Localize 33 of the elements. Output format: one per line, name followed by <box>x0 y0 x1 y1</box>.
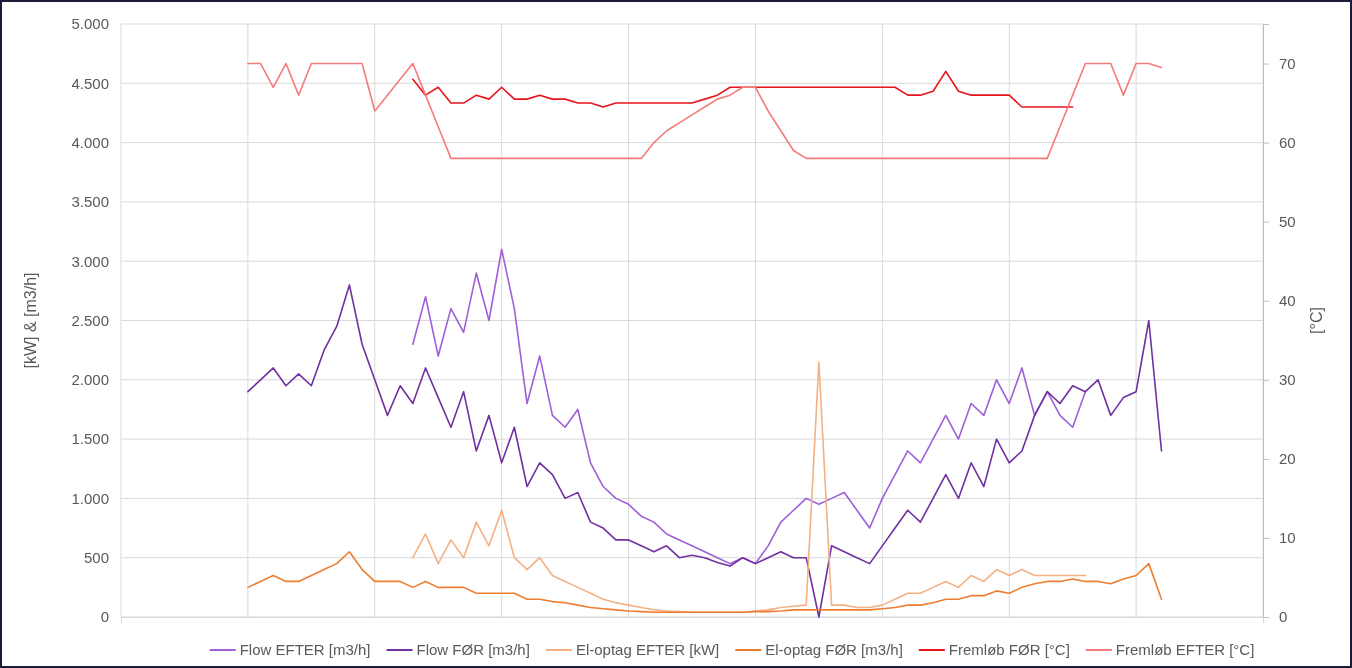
line-series <box>247 62 1163 160</box>
line-series <box>412 70 1074 108</box>
y2-tick-label: 20 <box>1279 450 1296 468</box>
legend-label: El-optag FØR [m3/h] <box>765 641 903 658</box>
line-series <box>247 284 1163 618</box>
legend-label: Flow EFTER [m3/h] <box>239 641 371 658</box>
legend-label: El-optag EFTER [kW] <box>575 641 720 658</box>
y-tick-label: 0 <box>100 608 109 626</box>
y-tick-label: 5.000 <box>71 15 109 33</box>
y2-tick-label: 50 <box>1279 212 1296 230</box>
legend-label: Fremløb EFTER [°C] <box>1115 641 1255 658</box>
legend-label: Flow FØR [m3/h] <box>416 641 530 658</box>
y-tick-label: 2.000 <box>71 371 109 389</box>
y-axis-title: [kW] & [m3/h] <box>22 272 39 369</box>
line-series <box>412 248 1087 565</box>
y-tick-label: 2.500 <box>71 311 109 329</box>
y-tick-label: 4.500 <box>71 74 109 92</box>
y2-tick-label: 60 <box>1279 133 1296 151</box>
y-tick-label: 500 <box>83 549 109 566</box>
y-tick-label: 4.000 <box>71 133 109 151</box>
y2-tick-label: 0 <box>1279 608 1288 626</box>
y-tick-label: 3.000 <box>71 252 109 270</box>
y2-tick-label: 70 <box>1279 54 1296 72</box>
y2-tick-label: 10 <box>1279 529 1296 547</box>
y-tick-label: 3.500 <box>71 193 109 211</box>
y-tick-label: 1.000 <box>71 489 109 507</box>
y-tick-label: 1.500 <box>71 430 109 448</box>
y2-tick-label: 30 <box>1279 371 1296 389</box>
legend-label: Fremløb FØR [°C] <box>948 641 1070 658</box>
y2-tick-label: 40 <box>1279 292 1296 310</box>
line-series <box>247 550 1163 614</box>
line-series <box>412 361 1087 614</box>
y2-axis-title: [°C] <box>1308 307 1325 334</box>
